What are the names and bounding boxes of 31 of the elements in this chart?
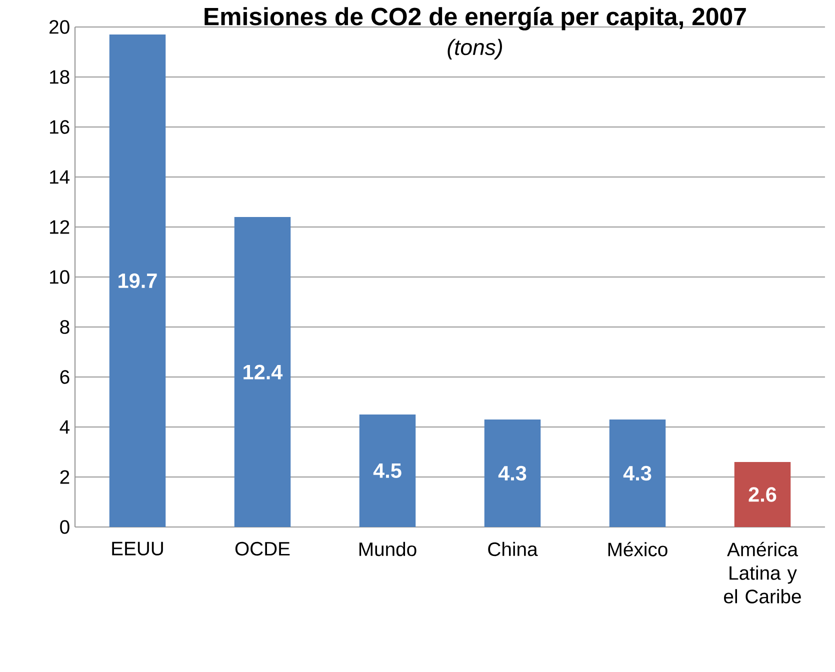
- bar: [359, 414, 416, 527]
- y-tick-label: 18: [50, 70, 70, 84]
- chart-title: Emisiones de CO2 de energía per capita, 2007: [204, 6, 746, 30]
- bar: [734, 462, 791, 527]
- bar: [234, 217, 291, 527]
- y-tick-label: 4: [60, 420, 70, 434]
- y-tick-label: 12: [50, 220, 70, 234]
- data-label: 4.5: [373, 464, 402, 478]
- bar: [109, 34, 166, 527]
- data-label: 4.3: [623, 466, 652, 481]
- data-label: 19.7: [118, 273, 157, 288]
- x-tick-label: China: [488, 542, 538, 556]
- x-tick-label: México: [608, 542, 668, 556]
- bar: [609, 420, 666, 527]
- y-tick-label: 10: [50, 270, 70, 284]
- x-tick-label: América Latina y el Caribe: [724, 542, 801, 604]
- data-label: 2.6: [748, 487, 776, 502]
- y-tick-label: 16: [50, 120, 70, 134]
- x-tick-label: OCDE: [235, 542, 290, 556]
- data-label: 12.4: [244, 364, 283, 380]
- x-tick-label: EEUU: [112, 542, 163, 556]
- y-tick-label: 8: [60, 320, 70, 334]
- y-tick-label: 0: [60, 520, 70, 534]
- y-tick-label: 14: [50, 170, 70, 184]
- x-tick-label: Mundo: [359, 542, 416, 556]
- y-tick-label: 6: [60, 370, 70, 384]
- y-tick-label: 20: [50, 20, 70, 34]
- bar: [484, 420, 541, 527]
- y-tick-label: 2: [60, 470, 70, 484]
- text: (tons): [448, 38, 502, 60]
- data-label: 4.3: [498, 466, 526, 481]
